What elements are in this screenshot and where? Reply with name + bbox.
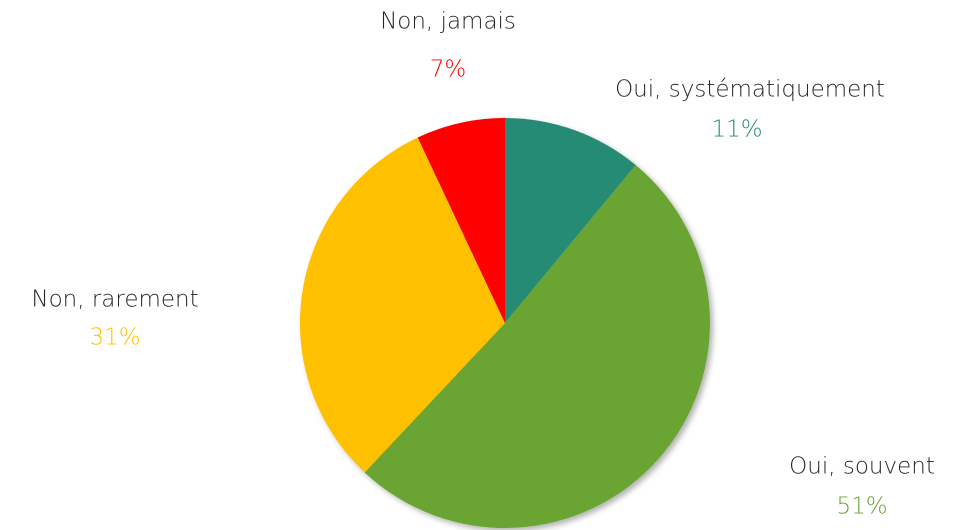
pie-slice <box>299 137 505 473</box>
value-label: 11% <box>711 117 762 143</box>
category-label: Oui, systématiquement <box>615 77 885 103</box>
value-label: 7% <box>430 57 467 83</box>
pie <box>299 118 711 529</box>
pie-slice <box>364 165 711 529</box>
value-label: 51% <box>836 494 887 520</box>
pie-slice <box>505 118 636 323</box>
pie-slice <box>417 118 505 323</box>
value-label: 31% <box>89 325 140 351</box>
category-label: Oui, souvent <box>789 454 935 480</box>
category-label: Non, rarement <box>31 287 198 313</box>
category-label: Non, jamais <box>380 9 516 35</box>
